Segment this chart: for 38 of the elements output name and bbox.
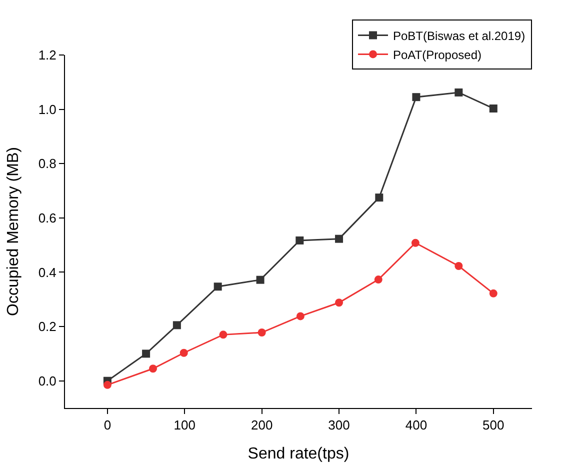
x-tick-label: 300 bbox=[328, 418, 350, 433]
y-tick-label: 0.0 bbox=[38, 373, 56, 388]
point bbox=[489, 104, 498, 112]
x-tick-label: 500 bbox=[482, 418, 504, 433]
y-tick-label: 1.0 bbox=[38, 102, 56, 117]
legend-label: PoBT(Biswas et al.2019) bbox=[393, 28, 526, 43]
point bbox=[454, 262, 463, 270]
point bbox=[149, 364, 157, 373]
y-tick-label: 0.8 bbox=[38, 156, 56, 172]
x-tick-label: 100 bbox=[174, 418, 196, 433]
point bbox=[256, 276, 264, 284]
point bbox=[296, 312, 304, 320]
y-axis-title: Occupied Memory (MB) bbox=[5, 147, 22, 316]
point bbox=[296, 236, 304, 244]
point bbox=[335, 234, 344, 243]
point bbox=[454, 88, 463, 96]
x-tick-label: 0 bbox=[104, 418, 112, 433]
x-axis-title: Send rate(tps) bbox=[248, 445, 350, 462]
point bbox=[489, 289, 498, 298]
point bbox=[258, 328, 266, 337]
point bbox=[103, 380, 112, 389]
x-tick-label: 200 bbox=[250, 418, 273, 433]
point bbox=[180, 348, 188, 357]
point bbox=[412, 93, 420, 102]
point bbox=[335, 298, 344, 307]
point bbox=[142, 350, 150, 358]
point bbox=[172, 321, 181, 330]
point bbox=[214, 282, 222, 291]
point bbox=[374, 276, 382, 284]
x-tick-label: 400 bbox=[405, 418, 428, 433]
y-tick-label: 0.2 bbox=[38, 319, 56, 334]
legend-label: PoAT(Proposed) bbox=[393, 48, 482, 62]
y-tick-label: 1.2 bbox=[38, 48, 56, 63]
point bbox=[375, 194, 384, 202]
point bbox=[411, 238, 420, 247]
y-tick-label: 0.4 bbox=[38, 264, 56, 280]
y-tick-label: 0.6 bbox=[38, 210, 56, 226]
point bbox=[219, 330, 228, 339]
